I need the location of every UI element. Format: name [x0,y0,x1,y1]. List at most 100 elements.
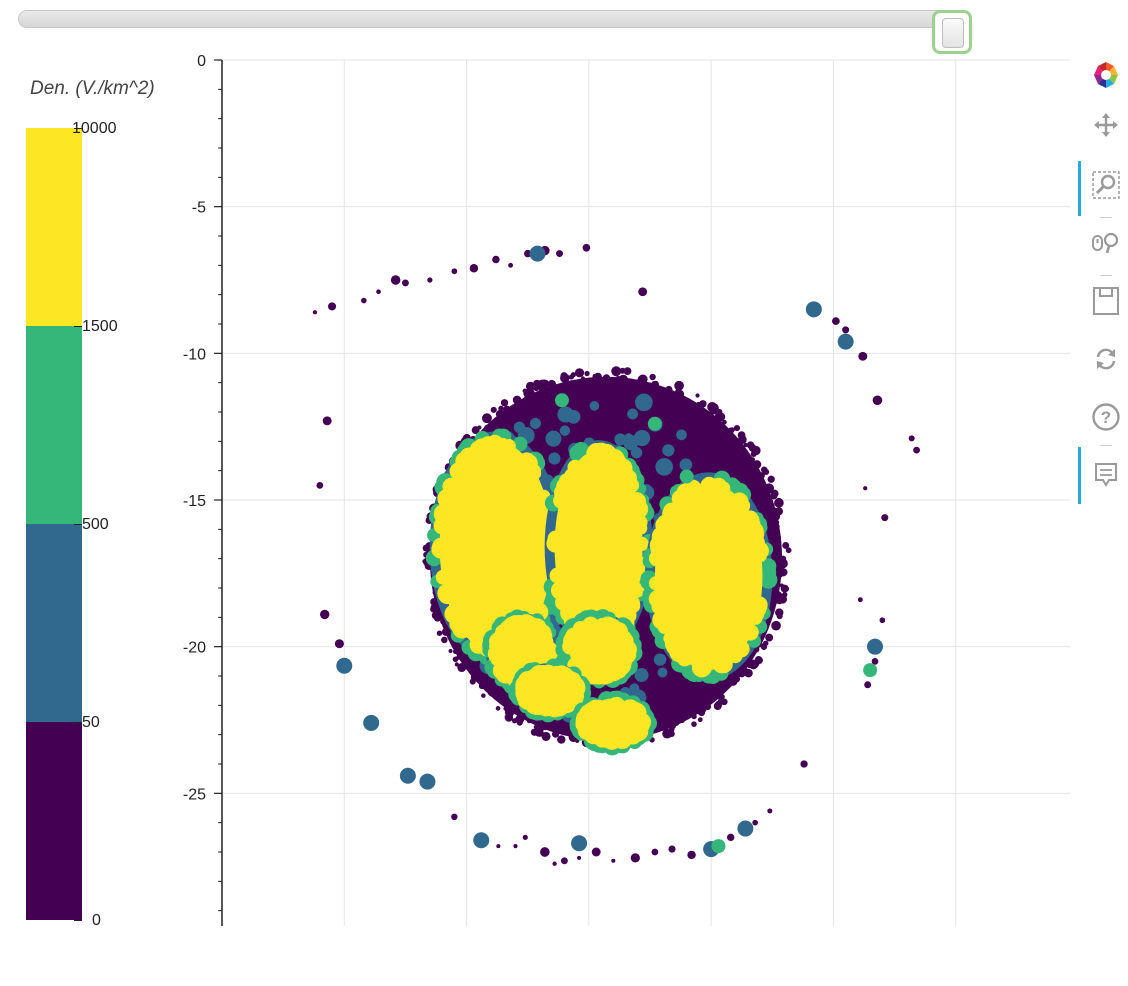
axes: -80-75-70-65-60-55-50-450-5-10-15-20-25-… [183,53,223,926]
data-point [535,722,545,733]
data-point [638,287,648,297]
data-point [524,249,532,258]
pan-icon[interactable] [1088,107,1124,143]
data-point [648,590,667,608]
data-point [758,505,767,514]
scatter-plot[interactable]: -80-75-70-65-60-55-50-450-5-10-15-20-25-… [150,40,1070,926]
data-point [774,520,780,525]
data-point [779,583,784,588]
y-tick-label: -10 [183,346,206,363]
data-point [867,638,884,655]
data-point [624,438,636,451]
data-point [721,698,728,706]
colorbar-tick-mark [74,128,82,129]
data-point [438,585,457,605]
data-point [679,469,694,484]
data-point [879,617,886,624]
data-point [536,628,551,642]
data-point [634,667,649,683]
data-point [504,418,511,425]
data-point [544,697,565,718]
box-zoom-icon[interactable] [1088,167,1124,203]
data-point [695,393,700,398]
density-core [654,482,763,671]
data-point [455,451,475,471]
data-point [491,687,498,694]
data-point [687,850,696,860]
data-point [594,372,602,381]
data-point [690,407,696,413]
data-point [663,729,672,737]
data-point [630,446,643,459]
data-point [451,813,458,821]
data-point [593,382,603,391]
data-point [767,808,773,814]
hover-icon[interactable] [1088,457,1124,493]
data-point [549,666,565,682]
data-point [528,696,547,716]
data-point [503,405,511,414]
data-point [613,369,620,376]
data-point [610,699,623,712]
data-point [752,819,758,826]
data-point [441,628,450,636]
data-point [656,514,675,533]
data-point [684,482,699,497]
data-point [545,430,562,447]
data-point [749,596,768,614]
data-point [746,525,765,543]
data-point [320,609,330,620]
data-point [504,713,514,722]
data-point [717,694,723,700]
data-point [515,714,525,724]
data-point [657,667,668,678]
colorbar [26,128,82,920]
data-point [563,635,579,651]
reset-icon[interactable] [1088,341,1124,377]
data-point [433,503,454,524]
data-point [512,707,518,712]
data-point [727,833,735,842]
data-point [509,615,529,634]
data-point [857,597,863,603]
data-point [639,380,648,389]
data-point [547,379,557,389]
data-point [658,718,664,725]
data-point [496,844,501,849]
data-point [579,708,595,723]
data-point [872,395,883,406]
data-point [715,655,733,674]
data-point [774,498,784,508]
data-point [913,446,920,454]
data-point [489,420,498,429]
data-point [622,472,636,487]
data-point [478,682,485,690]
data-point [515,402,521,408]
data-point [752,460,762,469]
density-core [439,441,553,653]
data-point [628,499,649,520]
data-point [316,481,324,489]
data-point [717,413,725,422]
slider-handle[interactable] [932,10,972,54]
data-point [591,847,601,857]
data-point [608,452,627,471]
save-icon[interactable] [1088,283,1124,319]
wheel-zoom-icon[interactable] [1088,225,1124,261]
data-point [548,452,561,465]
data-point [742,624,759,641]
data-point [529,417,541,429]
data-point [582,616,599,633]
data-point [500,399,509,407]
data-point [779,568,788,577]
colorbar-segment [26,128,82,326]
data-point [711,839,726,854]
bokeh-logo-icon[interactable] [1088,57,1124,93]
colorbar-tick-mark [74,326,82,327]
data-point [668,845,676,853]
slider-track[interactable] [18,10,972,54]
data-point [483,424,493,433]
help-icon[interactable]: ? [1088,399,1124,435]
data-point [560,857,568,865]
data-point [730,492,749,511]
